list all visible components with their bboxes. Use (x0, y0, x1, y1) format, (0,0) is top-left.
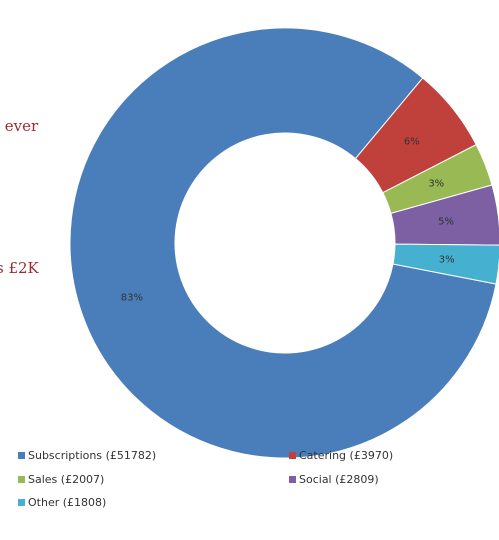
legend-swatch (289, 476, 296, 483)
donut-slice (392, 243, 499, 285)
legend-label: Other (£1808) (28, 496, 106, 509)
donut-slice (69, 27, 497, 459)
legend-label: Catering (£3970) (299, 449, 393, 462)
slice-label: 3% (439, 254, 455, 265)
slice-label: 6% (404, 136, 420, 147)
legend-swatch (18, 476, 25, 483)
legend-label: Social (£2809) (299, 473, 379, 486)
legend-swatch (18, 452, 25, 459)
annotation: t ever (0, 117, 39, 135)
legend-label: Subscriptions (£51782) (28, 449, 156, 462)
slice-label: 83% (121, 292, 143, 303)
legend-swatch (18, 499, 25, 506)
legend-label: Sales (£2007) (28, 473, 104, 486)
slice-label: 3% (428, 179, 444, 190)
slice-label: 5% (438, 217, 454, 228)
legend-swatch (289, 452, 296, 459)
annotation: s £2K (0, 259, 40, 277)
